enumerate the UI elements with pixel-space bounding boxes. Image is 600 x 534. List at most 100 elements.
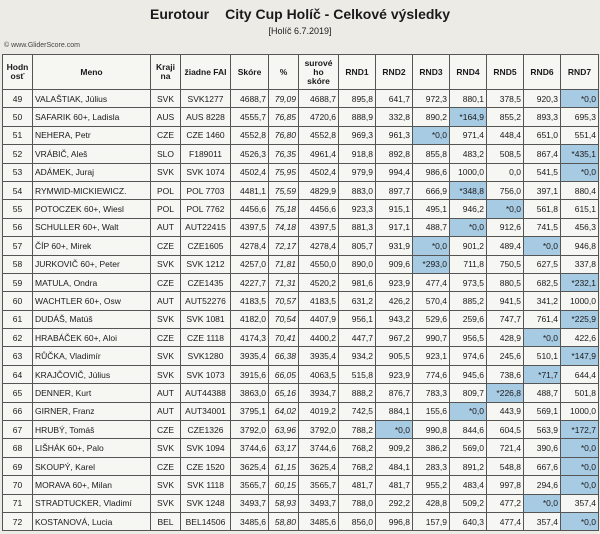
table-cell: 71 [2,493,33,513]
table-cell: 4278,4 [230,236,269,256]
table-cell: 856,0 [338,511,376,532]
table-cell: 58,80 [268,511,299,532]
table-cell: 3934,7 [298,383,339,403]
table-cell: 508,5 [486,144,524,164]
table-cell: 4688,7 [298,88,339,109]
table-cell: 3863,0 [230,383,269,403]
table-cell: 50 [2,107,33,127]
column-header: Kraji na [150,54,181,90]
table-row: 72 KOSTANOVÁ, Lucia BEL BEL14506 3485,6 58,80… [2,511,599,532]
table-cell: 956,1 [338,309,376,330]
table-cell: F189011 [180,144,231,164]
table-cell: 3485,6 [230,511,269,532]
table-cell: SVK 1248 [180,493,231,513]
table-cell: 70,41 [268,328,299,348]
table-cell: 61,15 [268,456,299,477]
table-row: 68 LIŠHÁK 60+, Palo SVK SVK 1094 3744,6 63,17… [2,438,599,458]
table-cell: 990,8 [412,420,450,440]
table-cell: 979,9 [338,162,376,182]
table-cell: SVK 1081 [180,309,231,330]
table-cell: 4961,4 [298,144,339,164]
table-cell: 332,8 [375,107,413,127]
table-cell: 941,5 [486,291,524,311]
table-cell: 986,6 [412,162,450,182]
table-cell: 4174,3 [230,328,269,348]
table-row: 56 SCHULLER 60+, Walt AUT AUT22415 4397,5 74,… [2,217,599,238]
table-cell: 4182,0 [230,309,269,330]
table-cell: BEL [150,511,181,532]
table-cell: SVK [150,309,181,330]
table-cell: 4720,6 [298,107,339,127]
table-cell: 855,2 [486,107,524,127]
table-cell: CZE 1520 [180,456,231,477]
table-cell: *232,1 [560,272,599,293]
table-cell: 66,05 [268,364,299,385]
table-cell: *0,0 [412,125,450,146]
table-cell: 157,9 [412,511,450,532]
table-cell: 65 [2,383,33,403]
table-cell: HRABÁČEK 60+, Aloi [32,328,151,348]
table-cell: 750,5 [486,254,524,274]
table-cell: 481,7 [338,475,376,495]
table-cell: *226,8 [486,383,524,403]
table-cell: 883,0 [338,180,376,201]
table-cell: 742,5 [338,401,376,422]
results-table: Hodn osť Meno Kraji na žiadne FAI Skóre% suro… [2,54,599,532]
table-cell: 70,57 [268,291,299,311]
table-cell: 1000,0 [560,291,599,311]
title-left: Eurotour [150,6,210,22]
table-cell: 844,6 [449,420,487,440]
table-cell: 259,6 [449,309,487,330]
table-cell: SAFARIK 60+, Ladisla [32,107,151,127]
table-cell: MORAVA 60+, Milan [32,475,151,495]
table-cell: 666,9 [412,180,450,201]
table-cell: SVK1277 [180,88,231,109]
table-cell: 72,17 [268,236,299,256]
table-row: 66 GIRNER, Franz AUT AUT34001 3795,1 64,02 401… [2,401,599,422]
table-cell: 4555,7 [230,107,269,127]
table-cell: 76,35 [268,144,299,164]
table-cell: *0,0 [560,88,599,109]
table-cell: 4407,9 [298,309,339,330]
table-cell: 923,9 [375,364,413,385]
table-cell: SVK [150,346,181,366]
table-cell: 489,4 [486,236,524,256]
table-cell: 909,6 [375,254,413,274]
table-cell: SCHULLER 60+, Walt [32,217,151,238]
table-cell: *71,7 [523,364,561,385]
table-cell: DUDÁŠ, Matúš [32,309,151,330]
table-cell: 63,17 [268,438,299,458]
table-cell: *0,0 [560,475,599,495]
table-cell: 888,9 [338,107,376,127]
table-cell: 918,8 [338,144,376,164]
table-cell: 357,4 [560,493,599,513]
table-cell: 68 [2,438,33,458]
table-cell: *348,8 [449,180,487,201]
table-cell: VALAŠTIAK, Július [32,88,151,109]
table-row: 53 ADÁMEK, Juraj SVK SVK 1074 4502,4 75,95 450… [2,162,599,182]
table-cell: 53 [2,162,33,182]
table-cell: POTOCZEK 60+, Wiesl [32,199,151,219]
table-cell: 64 [2,364,33,385]
table-row: 57 ČÍP 60+, Mirek CZE CZE1605 4278,4 72,17 427… [2,236,599,256]
table-cell: 3485,6 [298,511,339,532]
table-cell: 397,1 [523,180,561,201]
subtitle: [Holíč 6.7.2019] [268,26,332,36]
table-cell: SVK [150,88,181,109]
table-cell: LIŠHÁK 60+, Palo [32,438,151,458]
table-row: 58 JURKOVIČ 60+, Peter SVK SVK 1212 4257,0 71… [2,254,599,274]
table-cell: *164,9 [449,107,487,127]
table-cell: 3744,6 [230,438,269,458]
column-header: RND6 [523,54,561,90]
table-cell: AUT [150,217,181,238]
column-header: RND3 [412,54,450,90]
table-cell: 69 [2,456,33,477]
table-cell: 3565,7 [298,475,339,495]
table-cell: 651,0 [523,125,561,146]
table-cell: *147,9 [560,346,599,366]
table-cell: NEHERA, Petr [32,125,151,146]
table-cell: 890,0 [338,254,376,274]
table-cell: 912,6 [486,217,524,238]
table-cell: AUT [150,401,181,422]
table-row: 62 HRABÁČEK 60+, Aloi CZE CZE 1118 4174,3 70,… [2,328,599,348]
